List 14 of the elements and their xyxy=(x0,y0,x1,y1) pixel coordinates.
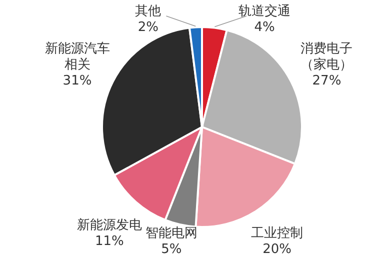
slice-label: 智能电网 xyxy=(145,226,198,241)
data-label: 4% xyxy=(254,20,275,35)
data-label: 20% xyxy=(262,242,292,257)
slice-label: 其他 xyxy=(135,4,162,19)
slice-label: 新能源发电 xyxy=(76,218,142,234)
data-label: 27% xyxy=(312,73,342,88)
slice-label: 工业控制 xyxy=(251,226,304,241)
data-label: 5% xyxy=(161,242,182,257)
slice-label: 消费电子（家电） xyxy=(300,41,353,72)
slice-label: 轨道交通 xyxy=(238,3,291,19)
slice-label: 新能源汽车相关 xyxy=(44,41,110,72)
data-label: 31% xyxy=(62,73,92,88)
data-label: 2% xyxy=(138,20,159,35)
data-label: 11% xyxy=(94,234,124,250)
